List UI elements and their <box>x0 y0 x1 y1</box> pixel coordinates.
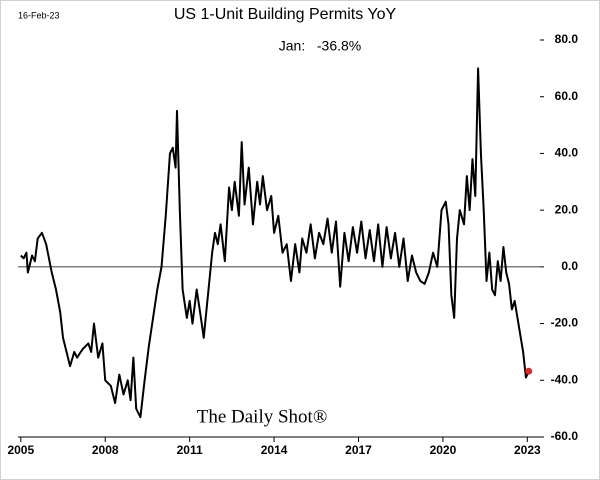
chart-title: US 1-Unit Building Permits YoY <box>174 6 397 23</box>
y-tick-label: 40.0 <box>555 146 579 160</box>
y-tick-label: 60.0 <box>555 89 579 103</box>
y-tick-label: 0.0 <box>561 259 578 273</box>
last-point-marker <box>525 367 533 375</box>
date-note: 16-Feb-23 <box>18 10 60 20</box>
y-tick-label: 20.0 <box>555 202 579 216</box>
x-tick-label: 2011 <box>177 443 203 457</box>
x-tick-label: 2008 <box>92 443 119 457</box>
x-tick-label: 2014 <box>261 443 288 457</box>
x-tick-label: 2017 <box>345 443 372 457</box>
y-tick-label: -20.0 <box>551 316 579 330</box>
watermark: The Daily Shot® <box>197 406 328 427</box>
y-tick-label: 80.0 <box>555 32 579 46</box>
data-line <box>20 67 530 419</box>
y-tick-label: -40.0 <box>551 372 579 386</box>
x-tick-label: 2005 <box>7 443 34 457</box>
annotation: Jan: -36.8% <box>279 38 362 54</box>
x-tick-label: 2020 <box>430 443 457 457</box>
x-tick-label: 2023 <box>514 443 541 457</box>
y-tick-label: -60.0 <box>551 429 579 443</box>
